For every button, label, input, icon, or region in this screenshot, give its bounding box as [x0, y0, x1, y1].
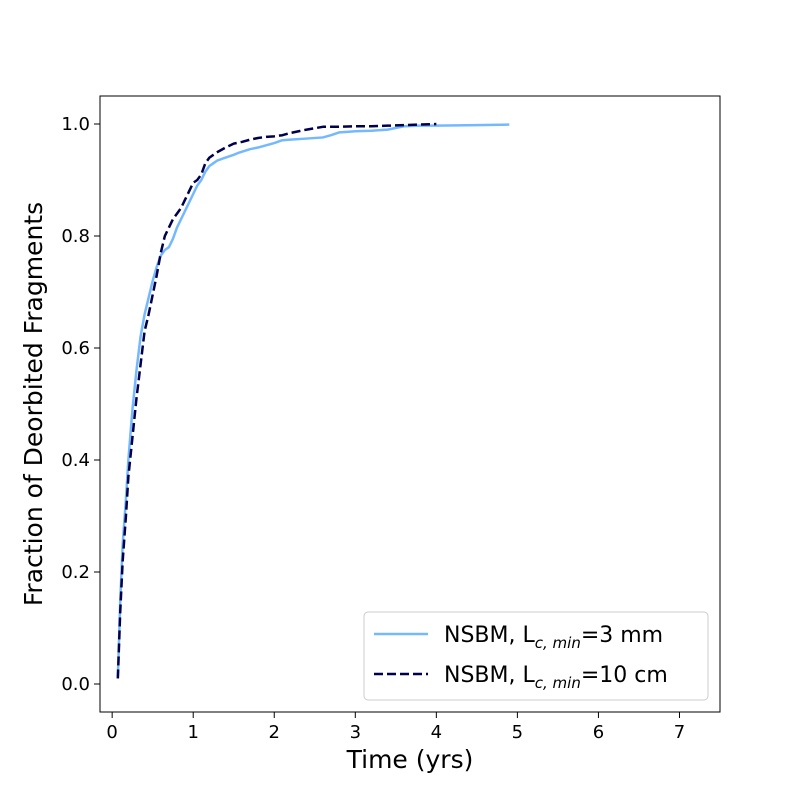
legend-label-main: NSBM, L: [444, 623, 535, 648]
x-axis-ticks: 0 1 2 3 4 5 6 7: [106, 712, 685, 743]
legend-label-2: NSBM, Lc, min=10 cm: [444, 663, 668, 692]
y-tick-label: 1.0: [61, 114, 90, 135]
y-tick-label: 0.8: [61, 226, 90, 247]
legend-label-suffix: =3 mm: [581, 623, 663, 648]
x-tick-label: 0: [106, 722, 117, 743]
x-tick-label: 6: [593, 722, 604, 743]
legend-box: [363, 611, 709, 701]
series-line-2: [116, 122, 437, 679]
y-tick-label: 0.2: [61, 562, 90, 583]
series-layer: [116, 122, 510, 679]
series-line-1: [116, 123, 510, 679]
plot-area-frame: [99, 95, 721, 713]
y-tick-label: 0.0: [61, 674, 90, 695]
x-tick-label: 1: [187, 722, 198, 743]
y-tick-label: 0.6: [61, 338, 90, 359]
legend-label-suffix: =10 cm: [581, 663, 668, 688]
x-tick-label: 2: [269, 722, 280, 743]
y-tick-label: 0.4: [61, 450, 90, 471]
legend-label-main: NSBM, L: [444, 663, 535, 688]
legend-label-1: NSBM, Lc, min=3 mm: [444, 623, 663, 652]
y-axis-label: Fraction of Deorbited Fragments: [19, 202, 48, 606]
x-tick-label: 7: [674, 722, 685, 743]
legend-label-subscript: c, min: [535, 674, 581, 692]
x-tick-label: 3: [350, 722, 361, 743]
legend-label-subscript: c, min: [535, 634, 581, 652]
y-axis-ticks: 0.0 0.2 0.4 0.6 0.8 1.0: [61, 114, 100, 695]
x-axis-label: Time (yrs): [346, 745, 474, 774]
x-tick-label: 4: [431, 722, 442, 743]
x-tick-label: 5: [512, 722, 523, 743]
